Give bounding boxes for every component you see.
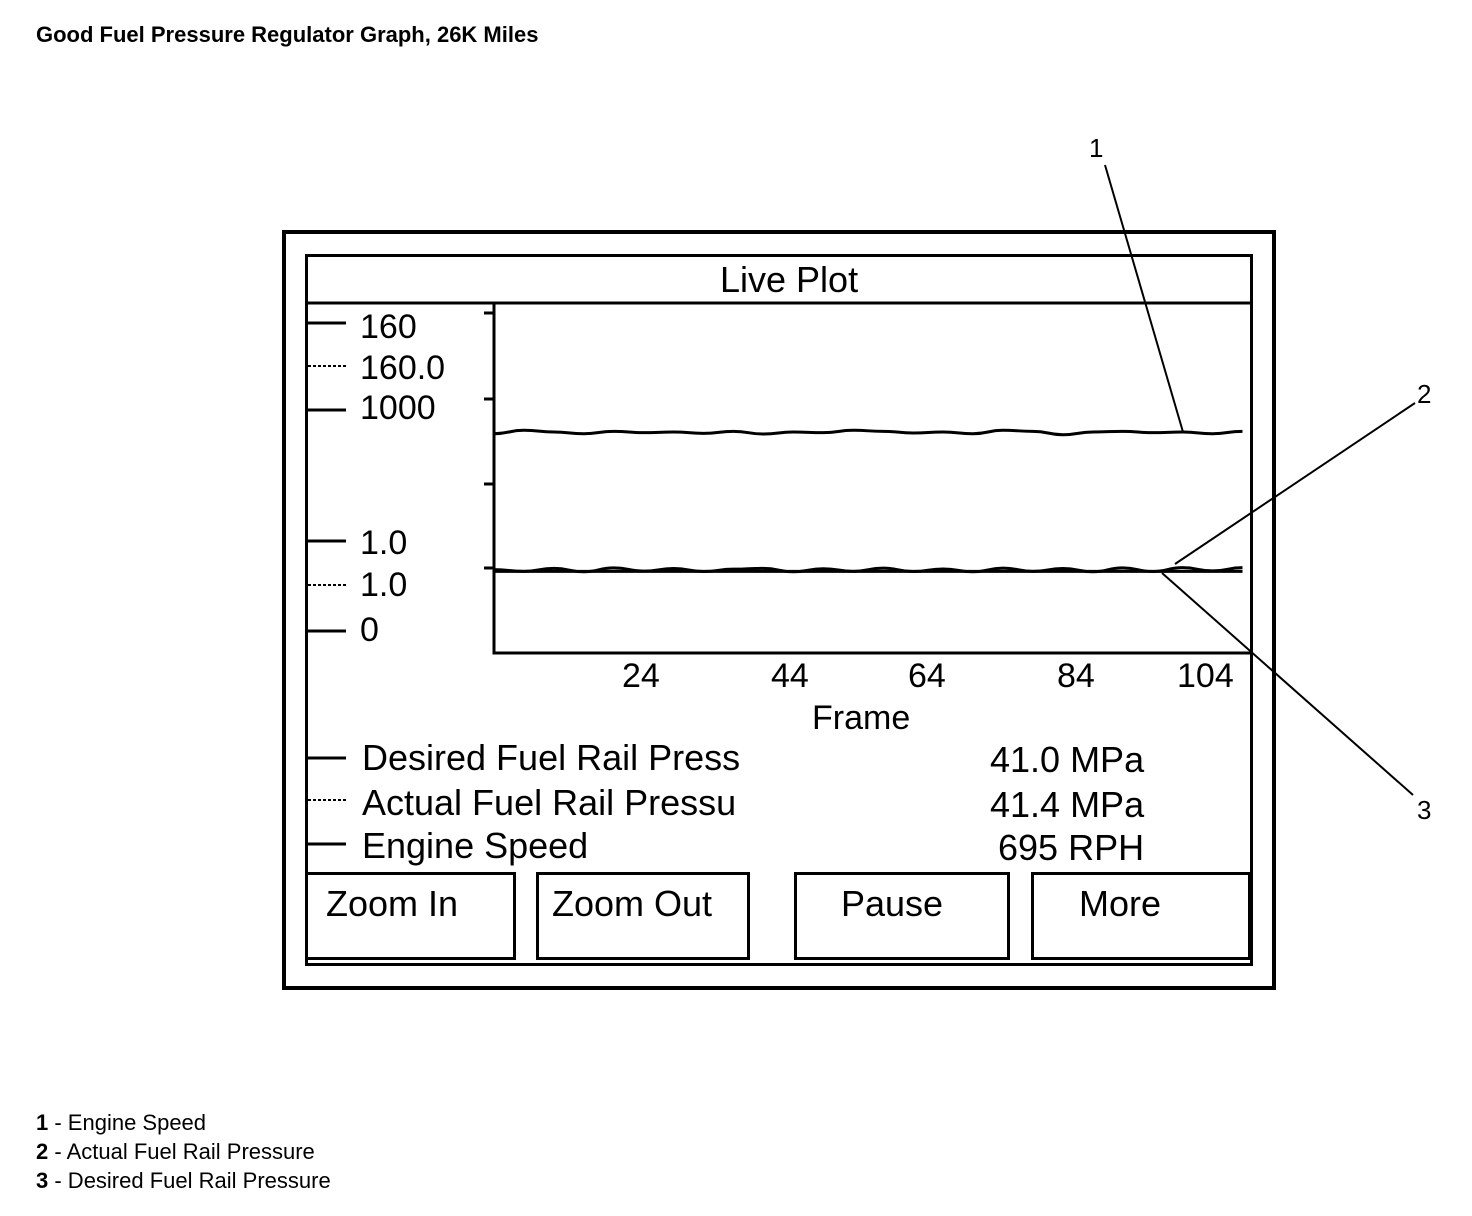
x-axis-label: Frame <box>812 699 911 737</box>
zoom-out-label: Zoom Out <box>552 883 713 924</box>
key-item-3: 3 - Desired Fuel Rail Pressure <box>36 1168 331 1193</box>
scale-label-desired-min: 1.0 <box>360 524 408 562</box>
y-ticks <box>484 311 494 570</box>
scale-label-actual-max: 160.0 <box>360 349 446 387</box>
scale-label-desired-max: 160 <box>360 308 417 346</box>
legend-swatches <box>308 321 346 846</box>
actual-pressure-line <box>493 566 1243 574</box>
figure-title: Good Fuel Pressure Regulator Graph, 26K … <box>36 22 539 47</box>
callout-3: 3 <box>1417 795 1432 825</box>
series-name-actual: Actual Fuel Rail Pressu <box>362 782 737 823</box>
callout-leaders <box>1104 164 1416 796</box>
callout-2: 2 <box>1417 379 1432 409</box>
x-tick-label: 24 <box>622 657 660 695</box>
series-name-desired: Desired Fuel Rail Press <box>362 737 741 778</box>
series-value-desired: 41.0 MPa <box>990 739 1145 780</box>
leader-line-1 <box>1104 164 1184 433</box>
plot-series <box>493 428 1243 574</box>
x-tick-label: 44 <box>771 657 809 695</box>
series-value-engine: 695 RPH <box>998 827 1145 868</box>
key-item-1: 1 - Engine Speed <box>36 1110 207 1135</box>
callout-1: 1 <box>1089 133 1104 163</box>
scan-tool-screen <box>305 254 1253 966</box>
scale-label-actual-min: 1.0 <box>360 566 408 604</box>
series-name-engine: Engine Speed <box>362 825 589 866</box>
engine-speed-line <box>493 428 1243 437</box>
scale-label-engine-max: 1000 <box>360 389 436 427</box>
zoom-in-label: Zoom In <box>326 883 459 924</box>
pause-button[interactable]: Pause <box>794 872 1010 960</box>
x-tick-label: 64 <box>908 657 946 695</box>
pause-label: Pause <box>841 883 944 924</box>
series-value-actual: 41.4 MPa <box>990 784 1145 825</box>
zoom-in-button[interactable]: Zoom In <box>305 872 516 960</box>
zoom-out-button[interactable]: Zoom Out <box>536 872 750 960</box>
key-item-2: 2 - Actual Fuel Rail Pressure <box>36 1139 315 1164</box>
leader-line-2 <box>1174 402 1416 565</box>
scan-tool-frame <box>282 230 1276 990</box>
plot-axes <box>492 303 1250 655</box>
more-button[interactable]: More <box>1031 872 1251 960</box>
screen-header: Live Plot <box>720 259 859 300</box>
more-label: More <box>1079 883 1162 924</box>
scale-label-engine-min: 0 <box>360 611 379 649</box>
x-tick-label: 104 <box>1177 657 1234 695</box>
leader-line-3 <box>1161 572 1414 796</box>
x-tick-label: 84 <box>1057 657 1095 695</box>
